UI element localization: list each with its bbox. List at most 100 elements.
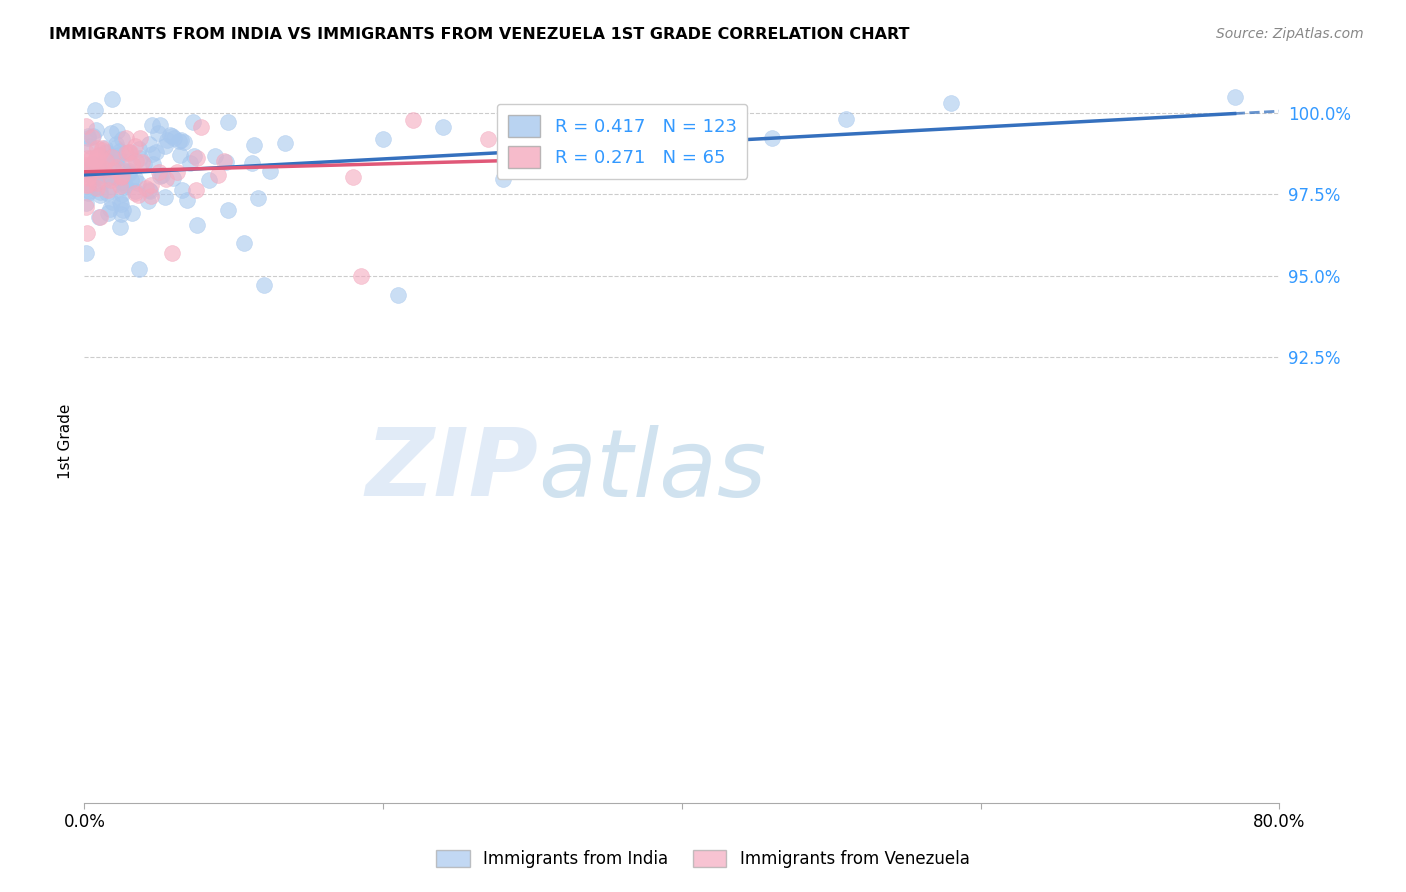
Point [129, 130, 152, 145]
Y-axis label: 1st Grade: 1st Grade [58, 404, 73, 479]
Point [120, 145, 142, 160]
Point [110, 197, 132, 211]
Point [110, 207, 132, 221]
Point [626, 140, 648, 154]
Point [75, 119, 97, 133]
Point [135, 180, 157, 194]
Point [84, 170, 107, 185]
Point [243, 138, 266, 153]
Point [186, 182, 208, 196]
Point [84, 123, 107, 137]
Point [1223, 89, 1246, 103]
Point [93, 162, 115, 177]
Point [89, 210, 111, 224]
Point [212, 154, 235, 169]
Point [551, 158, 574, 172]
Point [233, 235, 256, 250]
Point [100, 173, 122, 187]
Point [107, 147, 129, 161]
Point [155, 172, 177, 186]
Point [118, 145, 141, 159]
Legend: Immigrants from India, Immigrants from Venezuela: Immigrants from India, Immigrants from V… [430, 843, 976, 875]
Point [939, 95, 962, 110]
Point [86, 140, 108, 154]
Point [141, 189, 163, 203]
Point [273, 136, 295, 151]
Point [117, 146, 139, 161]
Point [105, 161, 128, 175]
Point [84, 153, 107, 167]
Point [77, 128, 100, 143]
Point [835, 112, 858, 126]
Point [110, 169, 132, 184]
Point [117, 166, 139, 180]
Point [77, 160, 100, 174]
Point [89, 185, 111, 199]
Point [82, 157, 104, 171]
Point [101, 195, 124, 210]
Point [121, 206, 143, 220]
Point [96, 151, 118, 165]
Point [145, 145, 167, 159]
Point [82, 129, 104, 144]
Point [103, 163, 125, 178]
Point [75, 200, 97, 214]
Point [77, 171, 100, 186]
Point [150, 168, 173, 182]
Point [86, 181, 108, 195]
Point [87, 210, 110, 224]
Point [170, 183, 193, 197]
Point [114, 178, 136, 192]
Point [94, 146, 117, 161]
Point [100, 92, 122, 106]
Point [86, 150, 108, 164]
Point [77, 184, 100, 198]
Point [128, 262, 150, 277]
Point [96, 186, 118, 200]
Point [101, 150, 124, 164]
Point [93, 168, 115, 182]
Point [112, 170, 135, 185]
Point [76, 151, 98, 165]
Point [124, 139, 146, 153]
Point [76, 169, 98, 184]
Point [127, 187, 149, 202]
Point [139, 178, 162, 192]
Point [80, 129, 103, 144]
Point [91, 143, 114, 157]
Point [190, 120, 212, 134]
Point [181, 114, 204, 128]
Point [125, 154, 148, 169]
Point [217, 203, 239, 218]
Text: atlas: atlas [538, 425, 766, 516]
Point [761, 131, 783, 145]
Point [84, 103, 107, 118]
Point [217, 115, 239, 129]
Point [138, 194, 160, 208]
Point [139, 184, 162, 198]
Point [110, 175, 132, 189]
Point [402, 112, 425, 127]
Point [108, 179, 131, 194]
Point [76, 130, 98, 145]
Point [179, 156, 201, 170]
Point [141, 147, 163, 161]
Point [76, 186, 98, 200]
Point [117, 153, 139, 168]
Point [551, 138, 574, 153]
Point [124, 184, 146, 198]
Point [105, 152, 128, 166]
Point [112, 179, 135, 194]
Point [115, 146, 138, 161]
Point [100, 202, 122, 216]
Point [101, 157, 124, 171]
Point [93, 140, 115, 154]
Point [141, 118, 163, 132]
Point [120, 173, 142, 187]
Point [105, 156, 128, 170]
Point [101, 179, 124, 194]
Point [105, 136, 128, 151]
Point [111, 203, 134, 218]
Text: Source: ZipAtlas.com: Source: ZipAtlas.com [1216, 27, 1364, 41]
Point [162, 170, 184, 185]
